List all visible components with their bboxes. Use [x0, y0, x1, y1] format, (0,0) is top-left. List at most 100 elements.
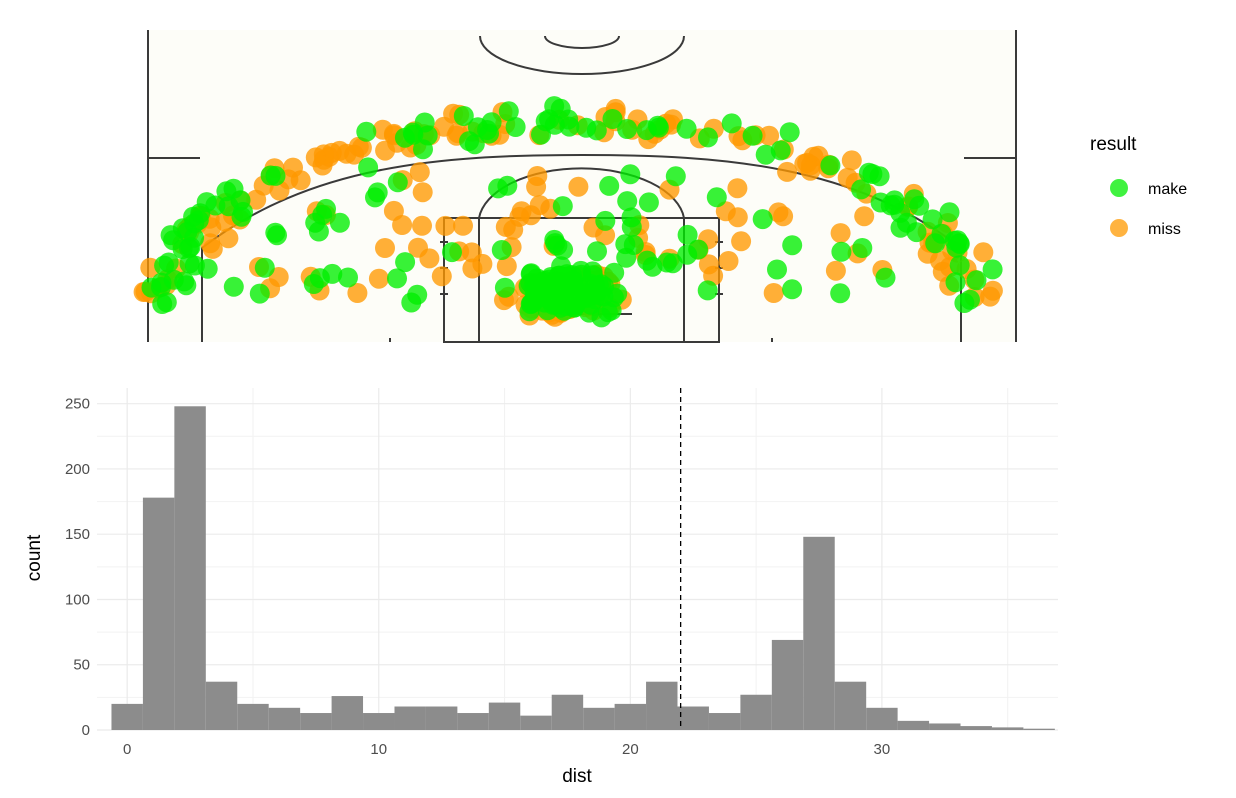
- shot-point: [925, 233, 946, 254]
- histogram-bar: [866, 707, 898, 730]
- shot-point: [599, 175, 620, 196]
- shot-point: [179, 253, 200, 274]
- shot-point: [395, 252, 416, 273]
- shot-point: [223, 276, 244, 297]
- shot-point: [505, 117, 526, 137]
- shot-point: [939, 202, 960, 223]
- shot-point: [383, 200, 404, 221]
- shot-point: [568, 176, 589, 197]
- histogram-bar: [740, 694, 772, 730]
- shot-point: [875, 267, 896, 288]
- histogram-bar: [803, 536, 835, 730]
- legend-key-make: [1110, 179, 1128, 197]
- shot-point: [218, 228, 239, 249]
- shot-point: [718, 251, 739, 271]
- shot-point: [570, 288, 591, 309]
- shot-point: [494, 277, 515, 298]
- shot-point: [462, 258, 483, 279]
- shot-point: [267, 225, 287, 246]
- shot-point: [852, 238, 873, 258]
- y-tick-label: 0: [82, 722, 90, 739]
- shot-point: [442, 242, 462, 263]
- shot-point: [742, 125, 763, 146]
- histogram-bar: [929, 723, 961, 730]
- shot-point: [552, 196, 573, 217]
- shot-point: [949, 234, 970, 254]
- shot-point: [617, 119, 638, 139]
- x-tick-label: 30: [874, 741, 891, 758]
- x-tick-label: 10: [370, 741, 387, 758]
- shot-point: [283, 157, 303, 178]
- shot-point: [180, 237, 201, 257]
- shot-point: [604, 262, 625, 283]
- shot-point: [616, 247, 637, 268]
- histogram-bar: [960, 726, 992, 730]
- shot-point: [265, 165, 286, 186]
- shot-point: [197, 258, 218, 279]
- shot-point: [387, 172, 408, 193]
- shot-point: [763, 283, 784, 303]
- shot-point: [218, 196, 239, 217]
- shot-point: [825, 260, 846, 281]
- histogram-bar: [708, 713, 741, 730]
- shot-point: [638, 192, 659, 213]
- shot-point: [768, 202, 789, 223]
- center-circle-outer: [479, 35, 685, 75]
- shot-point: [358, 157, 379, 178]
- shot-point: [830, 223, 851, 244]
- shot-point: [617, 191, 638, 212]
- histogram-bar: [614, 703, 647, 730]
- shot-point: [797, 152, 818, 173]
- histogram-grid: [97, 388, 1058, 731]
- shot-point: [982, 259, 1003, 280]
- histogram-bar: [897, 720, 930, 730]
- shot-point: [621, 216, 642, 237]
- shot-point: [973, 242, 994, 263]
- shot-point: [372, 119, 393, 140]
- shot-point: [820, 155, 841, 176]
- shot-point: [329, 212, 350, 233]
- shot-point: [602, 109, 623, 129]
- histogram-bar: [583, 707, 615, 730]
- shot-point: [949, 255, 970, 276]
- shot-point: [338, 267, 358, 288]
- shot-point: [200, 233, 221, 254]
- shot-point: [830, 283, 851, 304]
- shot-point: [488, 178, 509, 199]
- y-tick-label: 50: [73, 657, 90, 674]
- histogram-bar: [457, 713, 489, 730]
- shot-point: [158, 252, 179, 273]
- shot-point: [254, 257, 275, 278]
- shot-point: [402, 122, 423, 143]
- shot-point: [412, 215, 432, 236]
- histogram-bar: [237, 703, 269, 730]
- y-tick-label: 150: [65, 526, 90, 543]
- histogram-bar: [646, 681, 678, 730]
- y-axis-title: count: [24, 534, 45, 581]
- shot-point: [496, 256, 517, 277]
- shot-point: [576, 117, 597, 138]
- histogram-x-tick-labels: 0 10 20 30: [123, 741, 890, 758]
- shot-point: [770, 140, 791, 161]
- shot-point: [677, 224, 698, 245]
- histogram-bars: [111, 406, 1055, 730]
- y-tick-label: 250: [65, 396, 90, 413]
- shot-point: [249, 283, 270, 304]
- y-tick-label: 200: [65, 461, 90, 478]
- shot-point: [190, 203, 211, 224]
- shot-point: [595, 210, 616, 231]
- histogram-bar: [142, 497, 175, 730]
- shot-point: [706, 187, 727, 208]
- shot-point: [365, 187, 385, 208]
- legend: result make miss: [1090, 134, 1187, 238]
- legend-key-miss: [1110, 219, 1128, 237]
- shot-point: [779, 122, 800, 143]
- shot-point: [156, 292, 177, 313]
- histogram-bar: [394, 706, 426, 730]
- histogram-bar: [425, 706, 458, 730]
- x-axis-title: dist: [562, 766, 592, 787]
- shot-point: [960, 289, 980, 310]
- shot-point: [322, 263, 343, 284]
- shot-point: [731, 231, 752, 252]
